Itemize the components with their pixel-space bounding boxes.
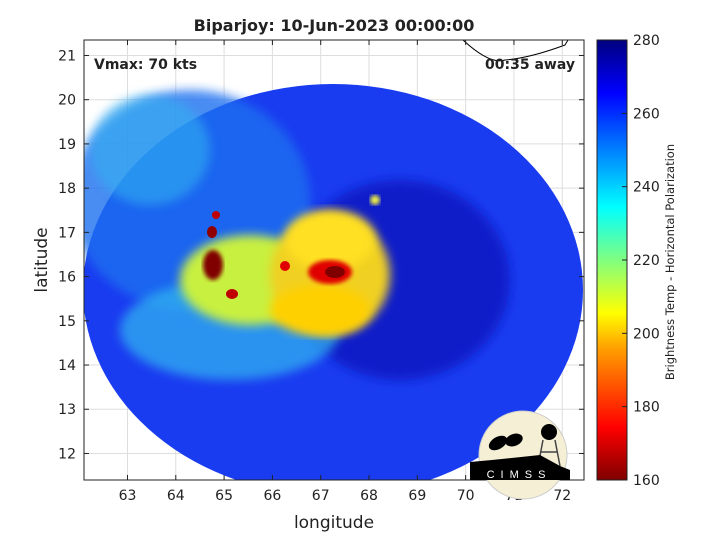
y-tick-label: 15	[58, 314, 76, 330]
y-tick-label: 13	[58, 402, 76, 418]
x-axis-label: longitude	[294, 513, 374, 533]
plot-frame	[83, 39, 585, 481]
colorbar-tick-label: 260	[633, 106, 660, 122]
colorbar-label: Brightness Temp - Horizontal Polarizatio…	[663, 144, 677, 380]
y-tick-label: 19	[58, 137, 76, 153]
colorbar-tick-label: 220	[633, 253, 660, 269]
x-tick-label: 68	[360, 488, 378, 504]
x-tick-label: 67	[312, 488, 330, 504]
cimss-logo: CIMSS	[470, 410, 570, 500]
colorbar-tick-label: 280	[633, 33, 660, 49]
coastline	[462, 39, 569, 62]
x-tick-label: 65	[215, 488, 233, 504]
x-tick-label: 66	[263, 488, 281, 504]
y-axis: 12 13 14 15 16 17 18 19 20 21	[58, 48, 584, 462]
logo-text: CIMSS	[487, 469, 552, 481]
time-offset-annotation: 00:35 away	[485, 57, 575, 73]
y-tick-label: 17	[58, 225, 76, 241]
colorbar-tick-label: 180	[633, 400, 660, 416]
y-tick-label: 20	[58, 93, 76, 109]
x-tick-label: 64	[167, 488, 185, 504]
y-tick-label: 21	[58, 48, 76, 64]
colorbar-ticks: 160 180 200 220 240 260 280	[622, 33, 660, 489]
x-tick-label: 70	[457, 488, 475, 504]
y-tick-label: 12	[58, 446, 76, 462]
x-tick-label: 69	[408, 488, 426, 504]
chart-title: Biparjoy: 10-Jun-2023 00:00:00	[194, 16, 475, 35]
y-tick-label: 16	[58, 270, 76, 286]
colorbar-tick-label: 200	[633, 326, 660, 342]
colorbar-tick-label: 160	[633, 473, 660, 489]
y-tick-label: 14	[58, 358, 76, 374]
x-tick-label: 72	[553, 488, 571, 504]
y-axis-label: latitude	[32, 227, 52, 292]
vmax-annotation: Vmax: 70 kts	[94, 57, 197, 73]
x-tick-label: 63	[119, 488, 137, 504]
colorbar-tick-label: 240	[633, 180, 660, 196]
satellite-swath	[84, 84, 583, 480]
y-tick-label: 18	[58, 181, 76, 197]
x-axis: 63646566676869707172	[119, 40, 571, 504]
